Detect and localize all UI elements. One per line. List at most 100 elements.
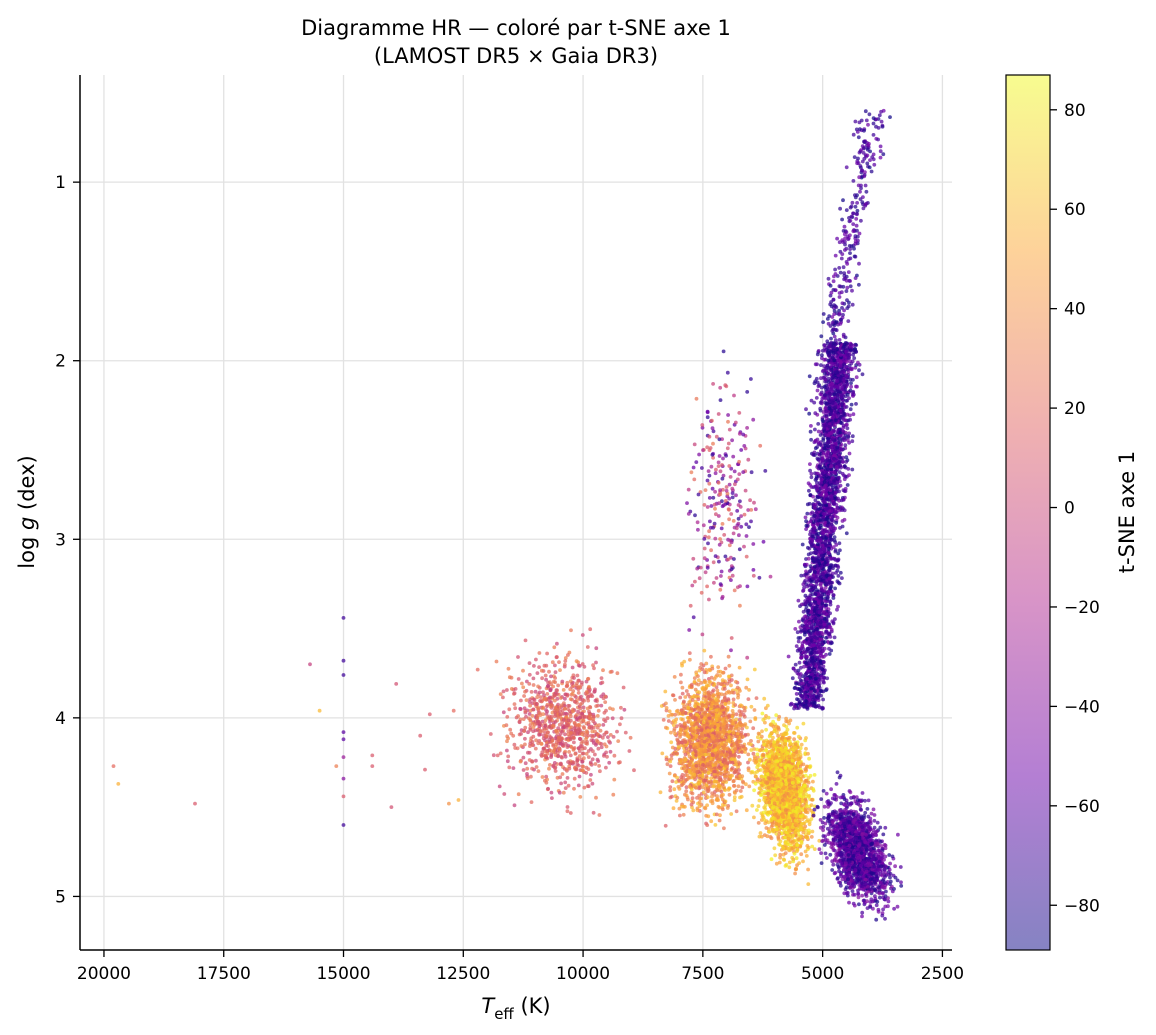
- scatter-point: [760, 729, 764, 734]
- scatter-point: [506, 736, 510, 741]
- scatter-point: [527, 712, 532, 716]
- scatter-point: [727, 715, 731, 719]
- scatter-point: [732, 754, 736, 758]
- scatter-point: [708, 680, 713, 684]
- scatter-point: [590, 734, 595, 739]
- scatter-point: [766, 810, 771, 815]
- scatter-point: [317, 708, 322, 713]
- scatter-point: [612, 777, 617, 782]
- scatter-point: [557, 660, 561, 664]
- scatter-point: [766, 785, 771, 790]
- scatter-point: [534, 758, 538, 763]
- scatter-point: [727, 792, 732, 797]
- scatter-point: [729, 812, 734, 816]
- scatter-point: [590, 781, 595, 786]
- scatter-point: [674, 780, 678, 784]
- scatter-point: [806, 882, 811, 886]
- scatter-point: [725, 705, 730, 710]
- scatter-point: [491, 753, 496, 758]
- scatter-point: [784, 716, 788, 721]
- scatter-point: [673, 731, 677, 736]
- scatter-point: [729, 673, 734, 678]
- scatter-point: [540, 729, 545, 733]
- scatter-point: [780, 748, 784, 753]
- scatter-point: [691, 808, 696, 813]
- scatter-point: [341, 616, 346, 620]
- scatter-point: [788, 786, 793, 790]
- scatter-point: [521, 717, 526, 721]
- scatter-points: [111, 108, 904, 922]
- scatter-point: [586, 755, 591, 759]
- scatter-point: [787, 865, 792, 870]
- scatter-point: [704, 783, 709, 787]
- scatter-point: [661, 718, 666, 722]
- scatter-point: [566, 760, 570, 764]
- scatter-point: [627, 749, 632, 753]
- scatter-point: [584, 729, 589, 733]
- scatter-point: [795, 843, 800, 848]
- scatter-point: [710, 733, 715, 738]
- scatter-point: [783, 841, 788, 846]
- scatter-point: [801, 762, 806, 767]
- scatter-point: [581, 705, 586, 710]
- scatter-point: [601, 668, 605, 673]
- scatter-point: [527, 672, 532, 677]
- scatter-point: [587, 684, 591, 689]
- scatter-point: [671, 806, 676, 811]
- scatter-point: [754, 696, 759, 700]
- scatter-point: [781, 798, 785, 802]
- scatter-point: [566, 703, 571, 708]
- scatter-point: [766, 715, 771, 720]
- scatter-point: [599, 694, 604, 699]
- scatter-point: [704, 661, 709, 666]
- scatter-point: [755, 747, 759, 752]
- scatter-point: [580, 744, 584, 749]
- scatter-point: [673, 698, 677, 702]
- scatter-point: [702, 712, 707, 717]
- scatter-point: [193, 801, 197, 806]
- scatter-point: [672, 728, 676, 733]
- scatter-point: [710, 701, 715, 706]
- scatter-point: [806, 751, 810, 756]
- scatter-point: [560, 729, 564, 734]
- scatter-point: [580, 633, 585, 637]
- scatter-point: [811, 787, 816, 791]
- scatter-point: [571, 709, 575, 714]
- scatter-point: [521, 768, 526, 772]
- scatter-point: [779, 768, 783, 773]
- scatter-point: [679, 783, 684, 788]
- scatter-point: [508, 727, 513, 732]
- scatter-point: [722, 770, 727, 775]
- scatter-point: [788, 718, 793, 723]
- scatter-point: [683, 804, 687, 809]
- scatter-point: [703, 806, 708, 811]
- scatter-point: [712, 779, 717, 784]
- scatter-point: [731, 701, 736, 705]
- scatter-point: [341, 730, 346, 734]
- scatter-point: [389, 805, 394, 809]
- scatter-point: [611, 792, 616, 797]
- scatter-point: [553, 736, 558, 741]
- scatter-point: [706, 729, 711, 733]
- scatter-point: [544, 774, 549, 779]
- scatter-point: [564, 714, 569, 719]
- scatter-point: [572, 676, 576, 680]
- scatter-point: [720, 699, 725, 704]
- scatter-point: [761, 752, 766, 757]
- scatter-point: [585, 645, 590, 649]
- scatter-point: [796, 761, 801, 766]
- scatter-point: [770, 780, 774, 785]
- scatter-point: [556, 683, 560, 688]
- scatter-point: [537, 665, 541, 669]
- scatter-point: [588, 713, 592, 718]
- scatter-point: [680, 691, 685, 696]
- scatter-point: [577, 774, 582, 779]
- scatter-point: [546, 680, 550, 685]
- scatter-point: [752, 771, 757, 775]
- scatter-point: [720, 682, 724, 687]
- scatter-point: [773, 727, 777, 731]
- scatter-point: [733, 769, 738, 774]
- scatter-point: [710, 749, 714, 753]
- scatter-point: [658, 790, 663, 795]
